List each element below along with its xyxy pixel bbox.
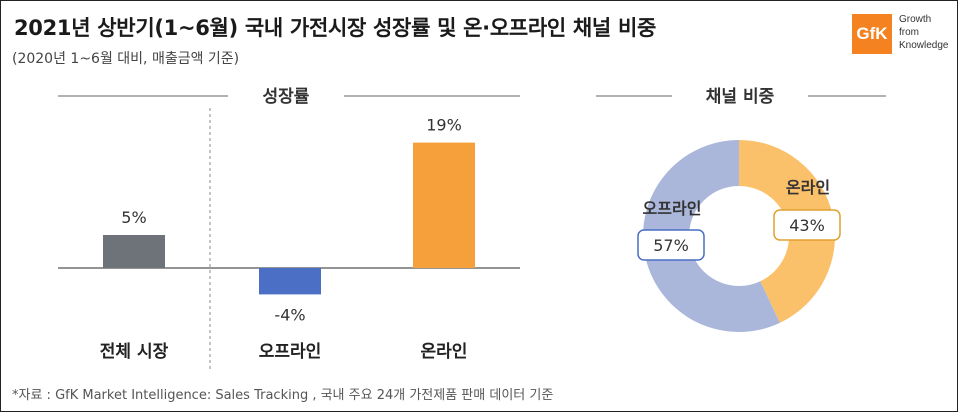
donut-pct-box-online	[773, 209, 841, 241]
bar-value-label: 5%	[121, 208, 146, 227]
donut-pct-online: 43%	[789, 216, 825, 235]
bar-value-label: 19%	[426, 116, 462, 135]
donut-pct-offline: 57%	[653, 236, 689, 255]
bar-total-market	[103, 235, 165, 268]
donut-slice-online	[739, 140, 836, 323]
bar-offline	[259, 268, 321, 295]
bar-category-label: 오프라인	[259, 342, 322, 362]
chart-subtitle: (2020년 1~6월 대비, 매출금액 기준)	[12, 51, 240, 67]
bar-value-label: -4%	[274, 305, 305, 324]
donut-label-offline: 오프라인	[643, 199, 702, 218]
logo-tagline-line: from	[899, 27, 919, 38]
gfk-logo: GfK Growth from Knowledge	[852, 12, 948, 56]
bar-online	[413, 142, 475, 268]
bar-category-label: 전체 시장	[100, 342, 169, 362]
logo-tagline-line: Knowledge	[899, 40, 949, 51]
donut-pct-box-offline	[637, 229, 705, 261]
gfk-logo-mark: GfK	[852, 14, 892, 54]
source-footnote: *자료 : GfK Market Intelligence: Sales Tra…	[12, 388, 554, 403]
bar-chart-title: 성장률	[263, 87, 310, 107]
chart-title: 2021년 상반기(1~6월) 국내 가전시장 성장률 및 온·오프라인 채널 …	[14, 16, 657, 40]
logo-tagline-line: Growth	[899, 14, 932, 25]
donut-chart-title: 채널 비중	[706, 87, 775, 107]
donut-label-online: 온라인	[786, 178, 830, 197]
bar-category-label: 온라인	[421, 342, 468, 362]
gfk-logo-tagline: Growth from Knowledge	[899, 13, 959, 52]
donut-slice-offline	[643, 140, 780, 332]
